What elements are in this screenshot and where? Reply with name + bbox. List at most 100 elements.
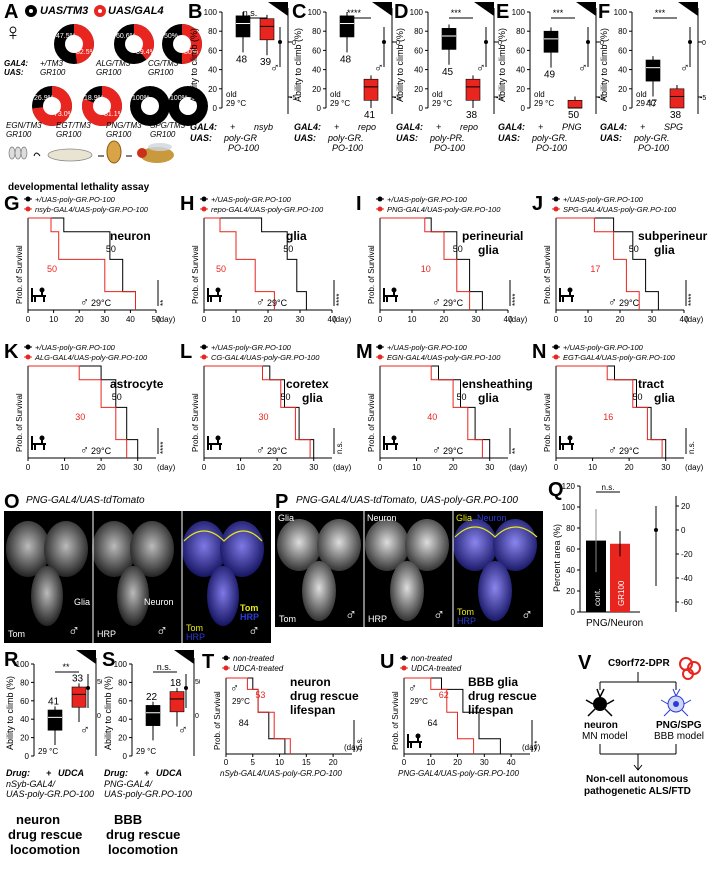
n-control: 48 — [236, 54, 248, 65]
chair-fly-icon — [31, 435, 46, 450]
y-tick-label: 0 — [571, 608, 576, 617]
v-node2b: BBB model — [654, 731, 705, 742]
x-tick-label: 0 — [202, 315, 207, 324]
significance-label: n.s. — [243, 8, 258, 18]
x-tick-label: 10 — [412, 463, 421, 472]
neuron-icon — [585, 688, 615, 717]
svg-text:♂: ♂ — [408, 681, 417, 695]
n-exp: 40 — [427, 412, 437, 422]
survival-chart: +/UAS-poly-GR.PO-100PNG-GAL4/UAS-poly-GR… — [367, 195, 528, 324]
title-1: BBB glia — [468, 675, 518, 689]
condition-age: old — [432, 90, 443, 99]
svg-text:0: 0 — [25, 752, 30, 761]
significance-label: **** — [335, 294, 344, 306]
temperature-label: 29°C — [619, 298, 640, 308]
legend-non-treated: non-treated — [411, 654, 452, 663]
chair-fly-icon — [31, 287, 46, 302]
survival-chart: +/UAS-poly-GR.PO-100CG-GAL4/UAS-poly-GR.… — [191, 343, 352, 472]
chair-fly-icon — [407, 733, 422, 748]
pie-chart: 50% 50% — [162, 24, 202, 64]
pie-uas-label: GR100 — [40, 68, 66, 77]
condition-temp: 29 °C — [330, 99, 350, 108]
n-control: 49 — [544, 70, 556, 81]
p-cap-neuron: Neuron — [367, 513, 397, 523]
x-tick-label: 40 — [126, 315, 135, 324]
panel-label: M — [356, 341, 373, 363]
n-exp: 38 — [670, 110, 682, 121]
panel-label: J — [532, 193, 544, 215]
pie-slice-red — [74, 24, 94, 64]
right-tick-label: -20 — [681, 550, 693, 559]
caption-3: locomotion — [108, 842, 179, 857]
x-tick-label: 10 — [232, 315, 241, 324]
svg-text:♂: ♂ — [432, 443, 441, 457]
bar-label-control: cont. — [593, 589, 602, 606]
pie-label-red: 39.4% — [136, 49, 156, 56]
condition-temp: 29 °C — [534, 99, 554, 108]
survival-curve-exp — [226, 677, 291, 754]
genotype-2: UAS-poly-GR.PO-100 — [6, 789, 95, 799]
n-control: 22 — [146, 692, 158, 703]
survival-chart: +/UAS-poly-GR.PO-100repo-GAL4/UAS-poly-G… — [191, 195, 352, 324]
svg-text:20: 20 — [516, 85, 525, 94]
bar-control — [586, 540, 606, 612]
n-exp: 30 — [259, 412, 269, 422]
n-control: 50 — [283, 244, 293, 254]
significance-label: **** — [347, 8, 362, 18]
svg-text:40: 40 — [118, 715, 127, 724]
pie-label-red: 50% — [184, 49, 198, 56]
pie-chart: 100% — [168, 86, 208, 126]
survival-chart: +/UAS-poly-GR.PO-100EGT-GAL4/UAS-poly-GR… — [543, 343, 704, 472]
survival-title: subperineurial — [638, 229, 708, 243]
pie-slice-red — [134, 24, 154, 60]
svg-text:0: 0 — [292, 40, 296, 47]
svg-text:0: 0 — [213, 104, 218, 113]
uas-value: poly-GR. — [634, 133, 670, 143]
panel-label: U — [380, 651, 395, 673]
svg-text:100: 100 — [204, 8, 218, 17]
legend-control: +/UAS-poly-GR.PO-100 — [211, 343, 292, 352]
male-icon: ♂ — [345, 607, 357, 624]
svg-text:♂: ♂ — [80, 295, 89, 309]
svg-text:0: 0 — [623, 104, 628, 113]
svg-text:-50: -50 — [496, 95, 502, 102]
x-axis-unit: (day) — [157, 463, 176, 472]
lifecycle-illustration — [8, 140, 174, 164]
svg-text:0: 0 — [498, 40, 502, 47]
o-bot-hrp: HRP — [97, 629, 117, 639]
svg-text:60: 60 — [312, 46, 321, 55]
micrograph-o: Glia Neuron Tom HRP Tom HRP Tom HRP ♂ ♂ … — [4, 511, 271, 643]
uas-value-2: PO-100 — [228, 143, 260, 153]
svg-text:60: 60 — [414, 46, 423, 55]
v-bottom2: pathogenetic ALS/FTD — [584, 786, 691, 797]
svg-text:40: 40 — [618, 66, 627, 75]
temperature-label: 29°C — [267, 298, 288, 308]
pathway-diagram — [585, 657, 701, 771]
temperature-label: 29°C — [410, 697, 428, 706]
x-tick-label: 30 — [485, 463, 494, 472]
panel-label: L — [180, 341, 193, 363]
significance-label: **** — [511, 294, 520, 306]
right-tick-label: 0 — [681, 526, 686, 535]
o-cap-neuron: Neuron — [144, 597, 174, 607]
svg-text:80: 80 — [118, 678, 127, 687]
legend-control: +/UAS-poly-GR.PO-100 — [35, 195, 116, 204]
x-tick-label: 20 — [616, 315, 625, 324]
female-icon: ♀ — [4, 19, 22, 46]
temperature-label: 29°C — [232, 697, 250, 706]
x-axis-unit: (day) — [522, 743, 541, 752]
svg-text:100: 100 — [512, 8, 526, 17]
legend-control: +/UAS-poly-GR.PO-100 — [563, 343, 644, 352]
gal4-row-label: GAL4: — [600, 122, 627, 132]
pie-uas-label: GR100 — [6, 130, 32, 139]
x-tick-label: 10 — [236, 463, 245, 472]
uas-row-label: UAS: — [190, 133, 212, 143]
x-tick-label: 30 — [472, 315, 481, 324]
n-non-treated: 64 — [427, 718, 437, 728]
n-exp: 38 — [466, 110, 478, 121]
legend-exp: nsyb-GAL4/UAS-poly-GR.PO-100 — [35, 205, 149, 214]
svg-text:-50: -50 — [598, 95, 604, 102]
svg-text:0: 0 — [419, 104, 424, 113]
n-exp: 50 — [47, 264, 57, 274]
